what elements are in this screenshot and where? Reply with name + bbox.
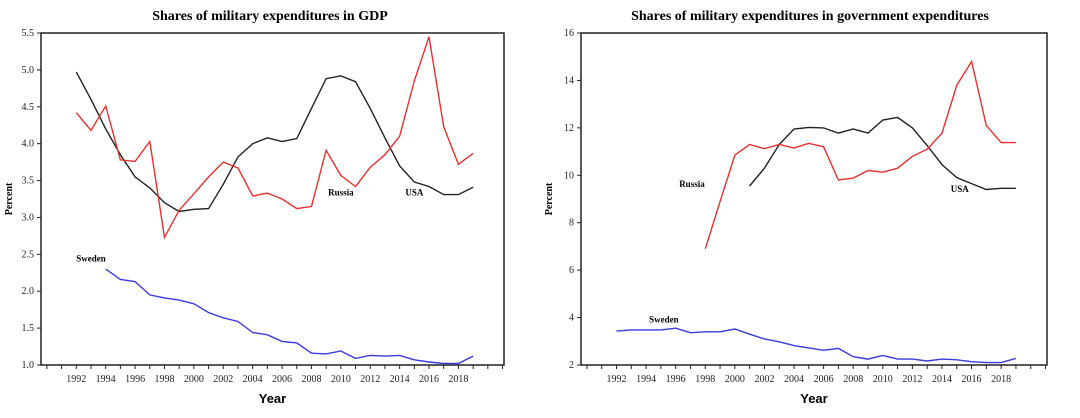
chart-title: Shares of military expenditures in gover… (631, 9, 989, 24)
x-tick-label: 2002 (754, 374, 774, 385)
chart-title: Shares of military expenditures in GDP (152, 9, 388, 24)
x-tick-label: 2004 (243, 374, 263, 385)
y-tick-label: 10 (564, 170, 574, 181)
series-line-sweden (616, 327, 1017, 364)
y-tick-label: 4.5 (22, 102, 35, 113)
x-tick-label: 2008 (301, 374, 321, 385)
series-line-usa (75, 71, 474, 213)
x-tick-label: 2018 (448, 374, 468, 385)
y-tick-label: 8 (569, 218, 574, 229)
y-axis-label: Percent (544, 182, 555, 215)
y-tick-label: 3.5 (22, 176, 35, 187)
series-label-russia: Russia (328, 187, 354, 197)
series-label-usa: USA (405, 187, 424, 197)
x-tick-label: 2000 (725, 374, 745, 385)
x-tick-label: 2006 (814, 374, 834, 385)
x-tick-label: 1992 (607, 374, 627, 385)
series-line-russia (704, 59, 1016, 250)
y-tick-label: 14 (564, 75, 574, 86)
gov-exp-share-chart: Shares of military expenditures in gover… (544, 9, 1048, 406)
y-axis-label: Percent (4, 182, 15, 215)
x-tick-label: 1998 (154, 374, 174, 385)
x-tick-label: 2000 (184, 374, 204, 385)
y-tick-label: 5.0 (22, 65, 35, 76)
series-label-russia: Russia (679, 179, 705, 189)
series-line-sweden (105, 268, 474, 365)
plot-frame (40, 32, 505, 366)
x-axis-label: Year (259, 391, 286, 406)
x-tick-label: 2010 (873, 374, 893, 385)
series-label-sweden: Sweden (649, 314, 679, 324)
y-tick-label: 1.5 (22, 323, 35, 334)
x-tick-label: 1998 (695, 374, 715, 385)
x-tick-label: 2016 (419, 374, 439, 385)
gdp-share-chart: Shares of military expenditures in GDP 1.… (4, 9, 505, 406)
x-tick-label: 2004 (784, 374, 804, 385)
x-tick-label: 2002 (213, 374, 233, 385)
series-label-sweden: Sweden (76, 254, 106, 264)
y-tick-label: 2 (569, 360, 574, 371)
x-tick-label: 2014 (932, 374, 952, 385)
x-tick-label: 2012 (902, 374, 922, 385)
x-tick-label: 2010 (331, 374, 351, 385)
x-tick-label: 2012 (360, 374, 380, 385)
x-axis-label: Year (800, 391, 827, 406)
y-tick-label: 2.5 (22, 249, 35, 260)
y-tick-label: 6 (569, 265, 574, 276)
y-tick-label: 1.0 (22, 360, 35, 371)
y-tick-label: 5.5 (22, 28, 35, 39)
y-tick-label: 12 (564, 123, 574, 134)
y-tick-label: 3.0 (22, 212, 35, 223)
x-tick-label: 2006 (272, 374, 292, 385)
series-line-usa (749, 116, 1016, 191)
y-tick-label: 16 (564, 28, 574, 39)
x-tick-label: 2018 (991, 374, 1011, 385)
series-label-usa: USA (951, 184, 970, 194)
x-tick-label: 1994 (636, 374, 656, 385)
y-tick-label: 4.0 (22, 139, 35, 150)
y-tick-label: 2.0 (22, 286, 35, 297)
x-tick-label: 1994 (96, 374, 116, 385)
plot-frame (580, 32, 1048, 366)
x-tick-label: 1996 (666, 374, 686, 385)
x-tick-label: 2016 (962, 374, 982, 385)
x-tick-label: 1992 (66, 374, 86, 385)
series-line-russia (75, 36, 474, 240)
x-tick-label: 2014 (390, 374, 410, 385)
x-tick-label: 2008 (843, 374, 863, 385)
x-tick-label: 1996 (125, 374, 145, 385)
y-tick-label: 4 (569, 313, 574, 324)
